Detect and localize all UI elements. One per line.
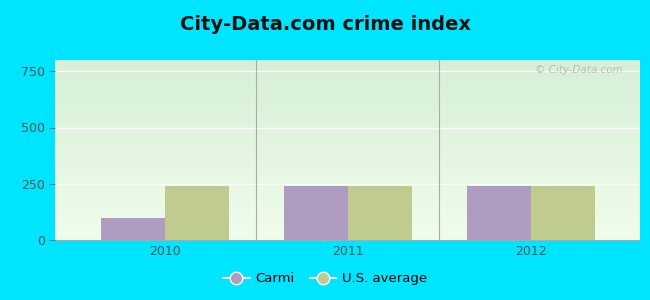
Legend: Carmi, U.S. average: Carmi, U.S. average	[218, 267, 432, 290]
Bar	[101, 218, 165, 240]
Bar	[165, 185, 229, 240]
Bar	[467, 186, 530, 240]
Text: © City-Data.com: © City-Data.com	[535, 65, 623, 75]
Bar	[284, 186, 348, 240]
Text: City-Data.com crime index: City-Data.com crime index	[179, 15, 471, 34]
Bar	[530, 186, 595, 240]
Bar	[348, 186, 411, 240]
